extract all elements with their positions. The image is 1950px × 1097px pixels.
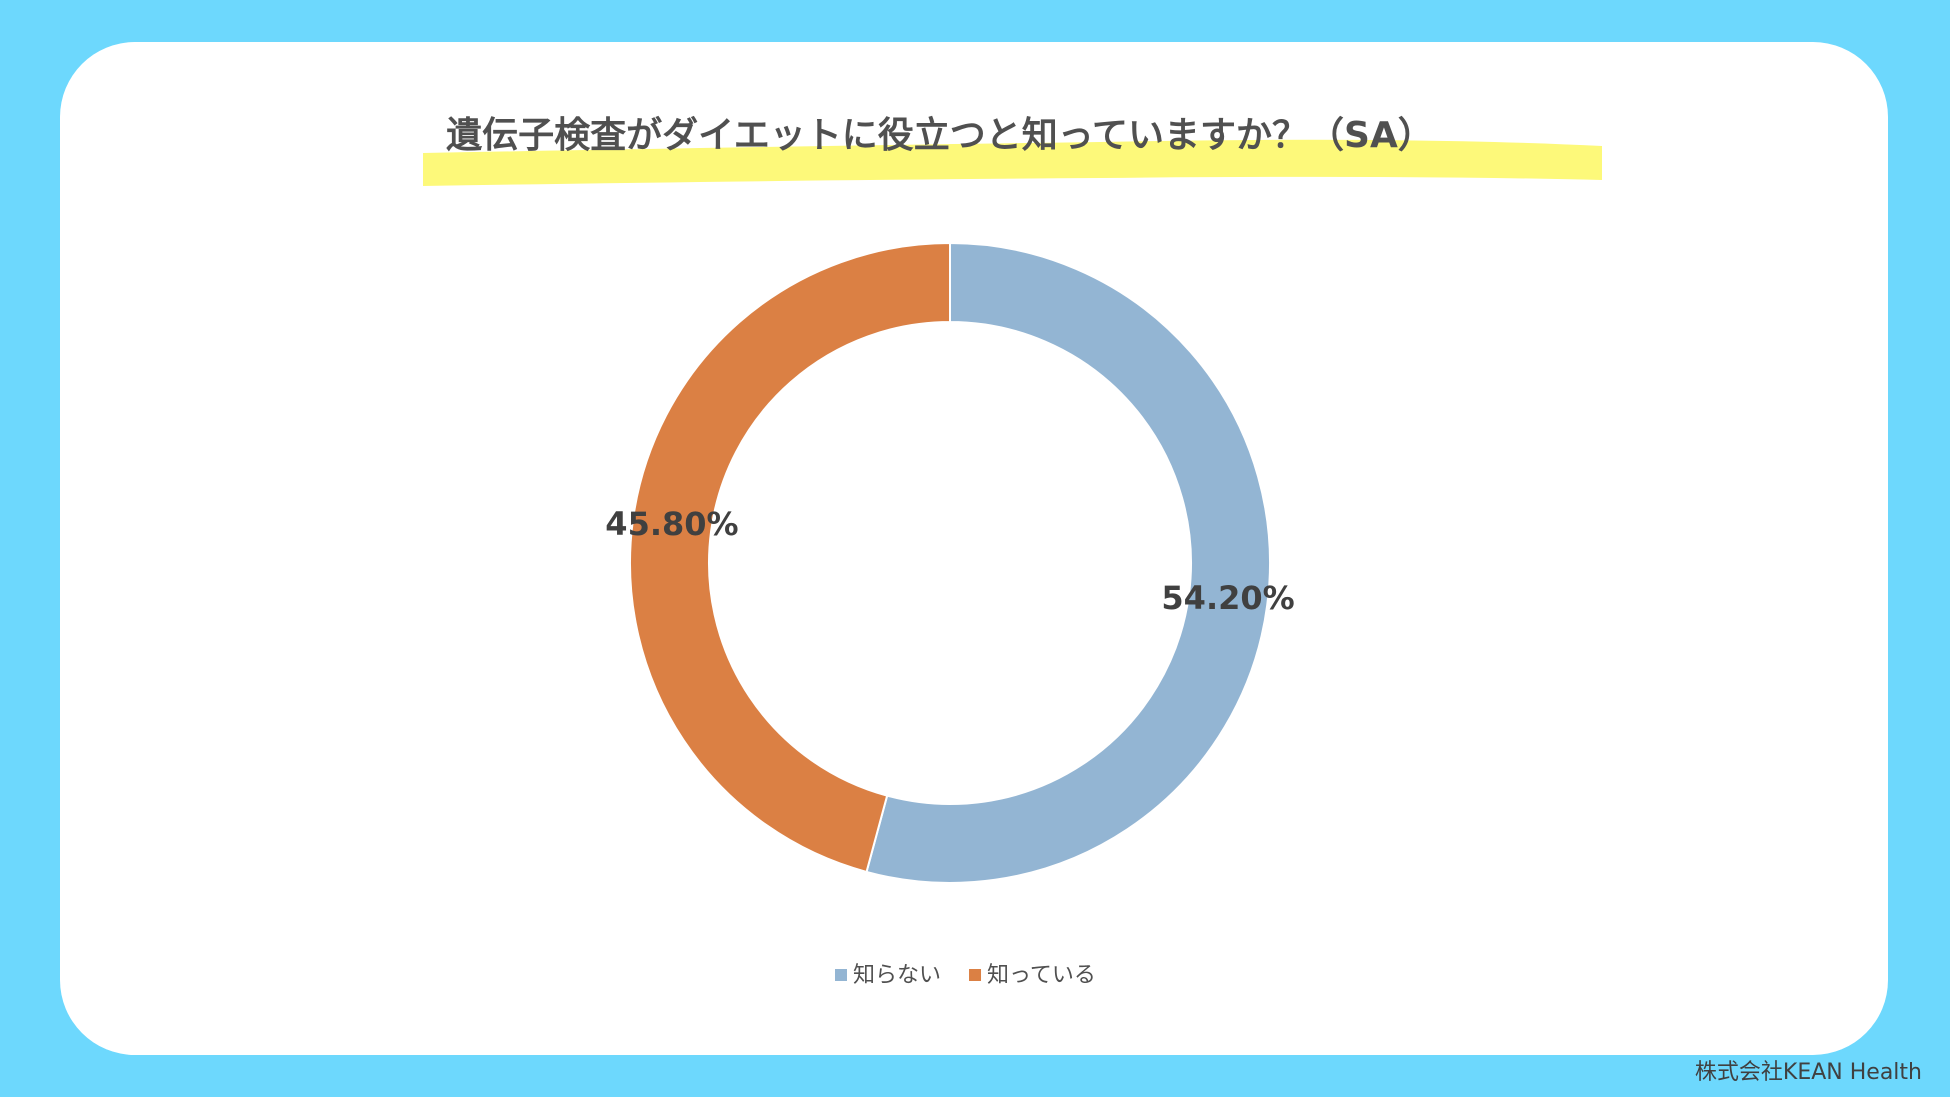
footer: 株式会社KEAN Health — [1695, 1060, 1922, 1085]
legend-swatch — [835, 969, 847, 981]
legend-label: 知っている — [987, 963, 1096, 988]
chart-title: 遺伝子検査がダイエットに役立つと知っていますか？（SA） — [446, 115, 1434, 156]
data-label: 54.20% — [1161, 579, 1294, 617]
legend: 知らない 知っている — [835, 963, 1096, 988]
card — [60, 42, 1888, 1055]
donut-slice — [629, 241, 951, 874]
title-highlight — [423, 139, 1602, 186]
legend-swatch — [969, 969, 982, 981]
data-label: 45.80% — [605, 505, 738, 543]
legend-label: 知らない — [853, 963, 941, 988]
donut-slice — [865, 241, 1271, 884]
